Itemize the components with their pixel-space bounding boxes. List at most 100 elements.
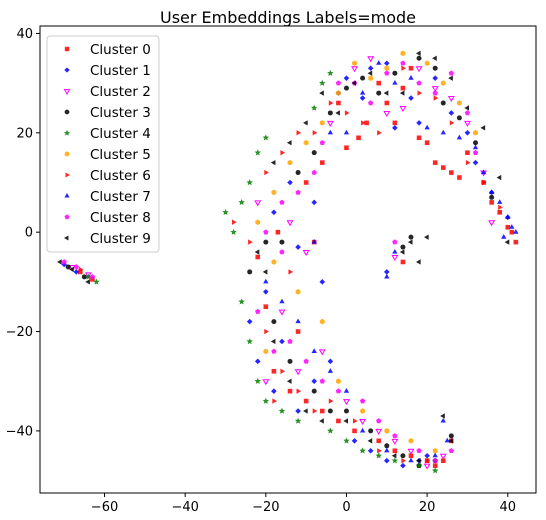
data-point	[424, 452, 430, 459]
data-point	[73, 264, 79, 270]
data-point	[295, 288, 301, 295]
data-point	[480, 169, 487, 175]
data-point	[286, 140, 292, 146]
data-point	[367, 447, 374, 454]
data-point	[392, 433, 398, 439]
data-point	[335, 80, 342, 86]
data-point	[440, 129, 446, 135]
data-point	[399, 249, 405, 255]
data-point	[246, 179, 253, 186]
data-point	[501, 234, 507, 239]
data-point	[262, 379, 270, 386]
data-point	[246, 318, 253, 325]
data-point	[84, 272, 92, 279]
plot-frame	[39, 25, 537, 494]
legend-box	[46, 35, 160, 253]
data-point	[433, 95, 439, 101]
data-point	[440, 100, 446, 106]
data-point	[367, 70, 373, 76]
data-point	[287, 159, 293, 166]
data-point	[327, 427, 334, 434]
data-point	[423, 463, 431, 470]
data-point	[352, 428, 357, 434]
data-point	[343, 388, 350, 393]
data-point	[343, 75, 350, 81]
data-point	[368, 100, 374, 106]
data-point	[319, 120, 325, 126]
x-tick-label: −40	[171, 500, 198, 515]
data-point	[448, 110, 455, 116]
data-point	[472, 159, 479, 166]
legend-label: Cluster 9	[90, 231, 151, 247]
data-point	[247, 269, 253, 275]
data-point	[376, 90, 382, 96]
data-point	[78, 266, 84, 273]
data-point	[352, 418, 358, 424]
data-point	[367, 56, 375, 63]
data-point	[360, 408, 366, 414]
data-point	[400, 453, 406, 459]
data-point	[85, 279, 90, 285]
data-point	[263, 288, 269, 295]
data-point	[456, 100, 462, 106]
legend-marker	[64, 235, 69, 241]
data-point	[448, 438, 453, 444]
data-point	[368, 75, 374, 81]
data-point	[344, 110, 350, 116]
data-point	[424, 140, 430, 146]
data-point	[344, 145, 349, 151]
legend-label: Cluster 3	[90, 105, 151, 121]
data-point	[255, 308, 261, 314]
data-point	[351, 66, 358, 73]
data-point	[432, 452, 438, 458]
data-point	[440, 417, 446, 423]
data-point	[424, 124, 430, 130]
data-point	[93, 278, 100, 285]
data-point	[401, 458, 407, 464]
data-point	[311, 348, 317, 353]
data-point	[278, 407, 286, 414]
data-point	[327, 110, 333, 116]
data-point	[448, 433, 454, 439]
data-point	[328, 100, 334, 106]
data-point	[295, 329, 301, 334]
data-point	[384, 65, 390, 72]
data-point	[384, 447, 390, 453]
data-point	[383, 110, 391, 117]
data-point	[377, 130, 382, 136]
data-point	[57, 259, 62, 265]
data-point	[246, 338, 253, 345]
data-point	[376, 80, 382, 86]
data-point	[295, 189, 301, 195]
data-point	[81, 274, 87, 280]
data-point	[89, 274, 96, 280]
data-point	[497, 199, 503, 204]
data-point	[254, 200, 262, 207]
data-point	[432, 90, 438, 96]
data-point	[264, 169, 269, 176]
data-point	[432, 65, 438, 71]
legend-marker	[64, 193, 70, 198]
legend-item: Cluster 8	[64, 210, 151, 226]
data-point	[384, 100, 390, 106]
data-point	[319, 279, 326, 285]
data-point	[254, 149, 261, 156]
legend-label: Cluster 6	[90, 168, 151, 184]
data-point	[279, 249, 285, 255]
series-8	[61, 60, 479, 463]
data-point	[376, 60, 382, 65]
data-point	[505, 214, 511, 219]
legend-marker	[64, 67, 70, 73]
data-point	[424, 60, 430, 67]
legend-label: Cluster 4	[90, 126, 151, 142]
data-point	[312, 130, 318, 136]
data-point	[367, 438, 373, 444]
data-point	[472, 149, 479, 155]
data-point	[263, 229, 269, 235]
series-9	[57, 50, 510, 464]
legend-item: Cluster 9	[64, 231, 151, 247]
data-point	[376, 438, 382, 444]
data-point	[359, 95, 366, 101]
data-point	[65, 264, 71, 270]
data-point	[440, 80, 446, 86]
